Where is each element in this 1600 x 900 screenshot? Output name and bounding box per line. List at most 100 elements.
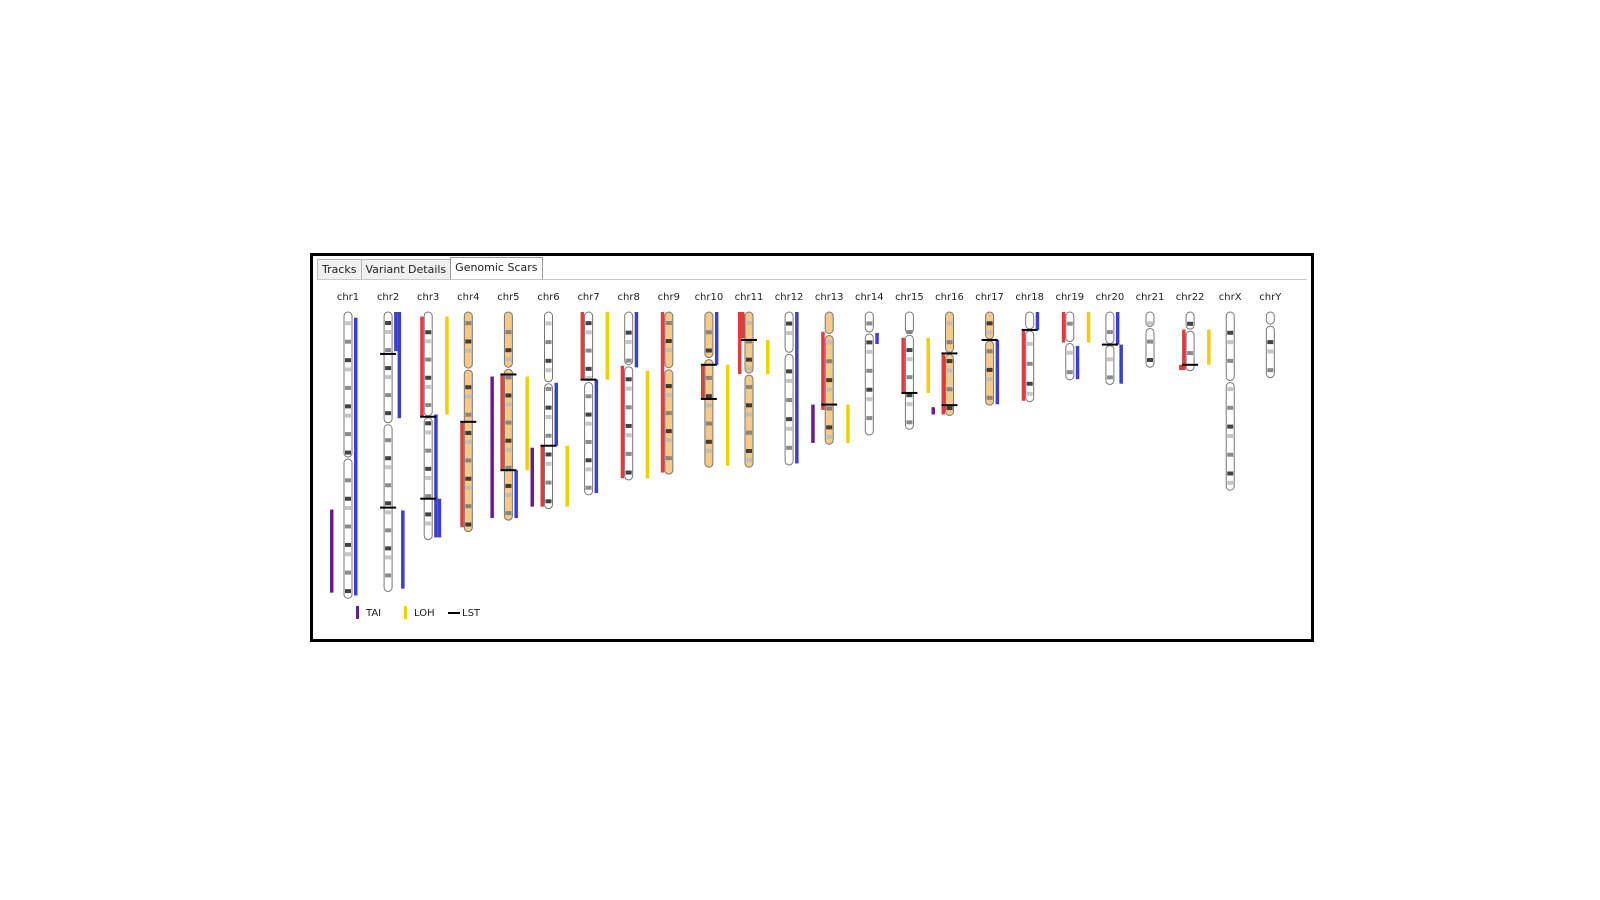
- chromosome-band: [826, 359, 833, 364]
- chromosome-band: [345, 358, 351, 363]
- legend-label-loh: LOH: [414, 608, 435, 619]
- lst-marker: [941, 352, 958, 355]
- chromosome-band: [345, 321, 351, 326]
- chromosome-band: [385, 321, 392, 326]
- lst-marker: [1182, 363, 1199, 366]
- chromosome-label: chr12: [775, 292, 804, 303]
- chromosome-label: chr7: [577, 292, 599, 303]
- karyotype-ideogram: chr1 chr2 chr3 chr4 chr5 chr6 chr7 chr8 chr9 chr1…: [330, 292, 1282, 619]
- tab-divider: [317, 279, 1307, 280]
- chromosome-band: [786, 426, 793, 431]
- lst-marker: [420, 415, 437, 418]
- chromosome-label: chr5: [497, 292, 519, 303]
- chromosome-band: [585, 412, 592, 417]
- copy-loss-segment: [821, 331, 825, 410]
- legend-swatch-loh: [404, 606, 407, 619]
- chromosome-band: [425, 403, 432, 408]
- chromosome-label: chr20: [1096, 292, 1125, 303]
- chromosome-band: [986, 321, 993, 326]
- chromosome-band: [1026, 361, 1033, 366]
- copy-gain-segment: [354, 317, 358, 596]
- chromosome-band: [505, 465, 512, 470]
- lst-marker: [420, 497, 437, 500]
- chromosome-band: [505, 348, 512, 353]
- chromosome-band: [385, 510, 392, 515]
- chromosome-band: [866, 387, 873, 392]
- legend-label-lst: LST: [462, 608, 481, 619]
- chromosome-band: [746, 339, 752, 344]
- chromosome-band: [545, 321, 552, 326]
- copy-gain-segment: [401, 510, 405, 589]
- chromosome-band: [746, 357, 752, 362]
- chromosome-p-arm: [1025, 311, 1035, 330]
- chromosome-band: [505, 493, 512, 497]
- chromosome-band: [585, 421, 592, 426]
- copy-loss-segment: [540, 445, 544, 507]
- lst-marker: [941, 404, 958, 407]
- chromosome-band: [385, 411, 392, 416]
- chromosome-q-arm: [1065, 343, 1075, 381]
- chromosome-band: [625, 451, 632, 456]
- chromosome-band: [906, 357, 913, 362]
- chromosome-band: [625, 377, 632, 382]
- chromosome-band: [1267, 368, 1274, 373]
- chromosome-band: [1227, 387, 1234, 392]
- chromosome-q-arm: [343, 458, 353, 599]
- chromosome-band: [425, 375, 432, 380]
- tab-bar: Tracks Variant Details Genomic Scars: [317, 257, 543, 280]
- chromosome-band: [385, 483, 392, 488]
- chromosome-band: [345, 450, 351, 455]
- chromosome-band: [1227, 405, 1234, 410]
- lst-marker: [700, 397, 717, 400]
- copy-gain-segment: [1119, 344, 1123, 384]
- chromosome-band: [425, 521, 432, 526]
- chromosome-band: [746, 321, 752, 326]
- chromosome-band: [1227, 330, 1234, 335]
- tai-segment: [490, 376, 494, 519]
- chromosome-label: chr4: [457, 292, 479, 303]
- copy-gain-segment: [397, 312, 402, 419]
- copy-gain-segment: [514, 470, 518, 519]
- chromosome-band: [505, 357, 512, 362]
- lst-marker: [1021, 328, 1038, 331]
- chromosome-band: [786, 445, 793, 450]
- tab-genomic-scars[interactable]: Genomic Scars: [450, 257, 543, 280]
- chromosome-band: [385, 375, 392, 380]
- tab-variant-details[interactable]: Variant Details: [360, 259, 452, 279]
- chromosome-band: [866, 416, 873, 421]
- chromosome-band: [465, 522, 472, 527]
- chromosome-band: [505, 447, 512, 452]
- chromosome-band: [625, 358, 632, 363]
- lst-marker: [821, 403, 838, 406]
- chromosome-band: [345, 524, 351, 529]
- copy-gain-segment: [437, 498, 442, 538]
- chromosome-band: [345, 496, 351, 501]
- loh-segment: [725, 364, 730, 466]
- chromosome-band: [505, 420, 512, 425]
- chromosome-band: [385, 330, 392, 335]
- chromosome-band: [585, 366, 592, 371]
- lst-marker: [901, 391, 918, 394]
- chromosome-q-arm: [744, 374, 754, 468]
- copy-gain-segment: [394, 312, 398, 352]
- lst-marker: [460, 420, 477, 423]
- chromosome-band: [385, 555, 392, 560]
- chromosome-band: [585, 467, 592, 472]
- chromosome-q-arm: [985, 340, 995, 406]
- chromosome-band: [705, 375, 712, 380]
- chromosome-band: [1147, 321, 1153, 326]
- copy-gain-segment: [1115, 312, 1120, 345]
- chromosome-band: [585, 439, 592, 444]
- chromosome-label: chr6: [537, 292, 559, 303]
- chromosome-band: [705, 330, 712, 335]
- chromosome-band: [986, 395, 993, 400]
- chromosome-band: [505, 330, 512, 335]
- chromosome-p-arm: [1185, 311, 1195, 330]
- chromosome-band: [746, 458, 752, 463]
- chromosome-band: [425, 430, 432, 435]
- copy-gain-segment: [594, 379, 599, 494]
- copy-loss-segment: [500, 374, 504, 471]
- chromosome-band: [345, 542, 351, 547]
- chromosome-q-arm: [1145, 327, 1155, 368]
- chromosome-band: [425, 330, 432, 335]
